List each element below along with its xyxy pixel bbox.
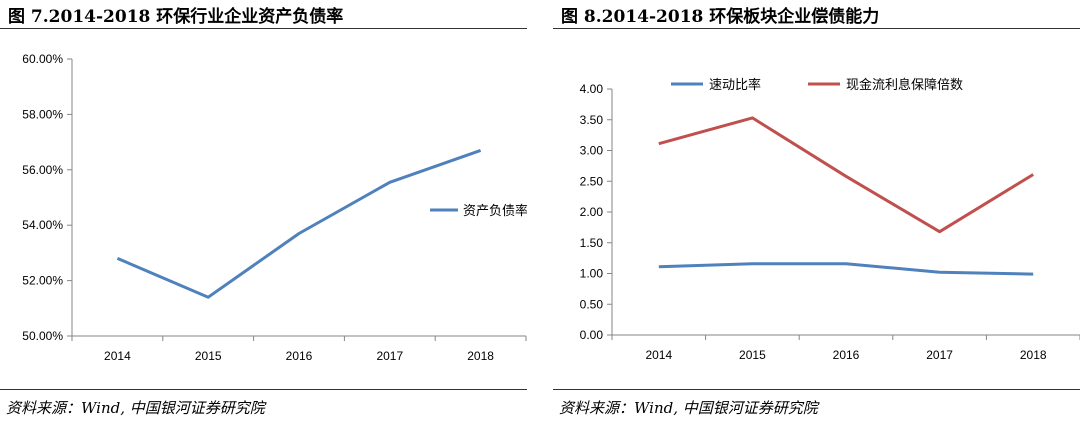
- legend-label: 速动比率: [709, 77, 761, 92]
- y-tick-label: 3.50: [580, 113, 604, 127]
- x-tick-label: 2016: [286, 349, 313, 363]
- debt-ratio-line-chart: 50.00% 52.00% 54.00% 56.00% 58.00% 60.00% 2014…: [22, 52, 527, 363]
- x-tick-label: 2016: [833, 348, 860, 362]
- y-tick-label: 1.50: [580, 236, 604, 250]
- legend-label: 现金流利息保障倍数: [846, 77, 963, 92]
- y-tick-label: 60.00%: [22, 52, 63, 66]
- x-tick-label: 2014: [104, 349, 131, 363]
- x-tick-label: 2014: [645, 348, 672, 362]
- y-tick-label: 50.00%: [22, 329, 63, 343]
- x-tick-label: 2017: [926, 348, 953, 362]
- y-tick-label: 2.00: [580, 205, 604, 219]
- y-tick-label: 1.00: [580, 267, 604, 281]
- x-tick-label: 2015: [195, 349, 222, 363]
- x-tick-label: 2017: [376, 349, 403, 363]
- y-tick-label: 0.00: [580, 328, 604, 342]
- series-line-1: [658, 262, 1034, 276]
- title-rule: [553, 28, 1080, 29]
- series-line-1: [116, 148, 482, 299]
- y-tick-label: 4.00: [580, 82, 604, 96]
- x-tick-label: 2018: [467, 349, 494, 363]
- solvency-line-chart: 0.00 0.50 1.00 1.50 2.00 2.50 3.00 3.50 4.00 2014…: [580, 77, 1080, 362]
- x-tick-label: 2018: [1020, 348, 1047, 362]
- figure-title: 图 7.2014-2018 环保行业企业资产负债率: [8, 7, 344, 27]
- y-tick-label: 54.00%: [22, 218, 63, 232]
- y-tick-label: 52.00%: [22, 274, 63, 288]
- title-rule: [0, 28, 527, 29]
- y-tick-label: 56.00%: [22, 163, 63, 177]
- x-tick-label: 2015: [739, 348, 766, 362]
- source-rule: [553, 389, 1080, 390]
- source-note: 资料来源：Wind, 中国银河证券研究院: [6, 399, 265, 417]
- legend-label: 资产负债率: [463, 203, 527, 218]
- source-rule: [0, 389, 527, 390]
- chart-panel-debt-ratio: 图 7.2014-2018 环保行业企业资产负债率 50.00% 52.00% 54…: [0, 0, 527, 427]
- source-note: 资料来源：Wind, 中国银河证券研究院: [559, 399, 818, 417]
- figure-title: 图 8.2014-2018 环保板块企业偿债能力: [561, 7, 880, 27]
- chart-panel-solvency: 图 8.2014-2018 环保板块企业偿债能力 0.00 0.50 1.00 1.5…: [553, 0, 1080, 427]
- y-tick-label: 58.00%: [22, 107, 63, 121]
- y-tick-label: 0.50: [580, 297, 604, 311]
- series-line-2: [658, 116, 1034, 234]
- y-tick-label: 2.50: [580, 174, 604, 188]
- y-tick-label: 3.00: [580, 144, 604, 158]
